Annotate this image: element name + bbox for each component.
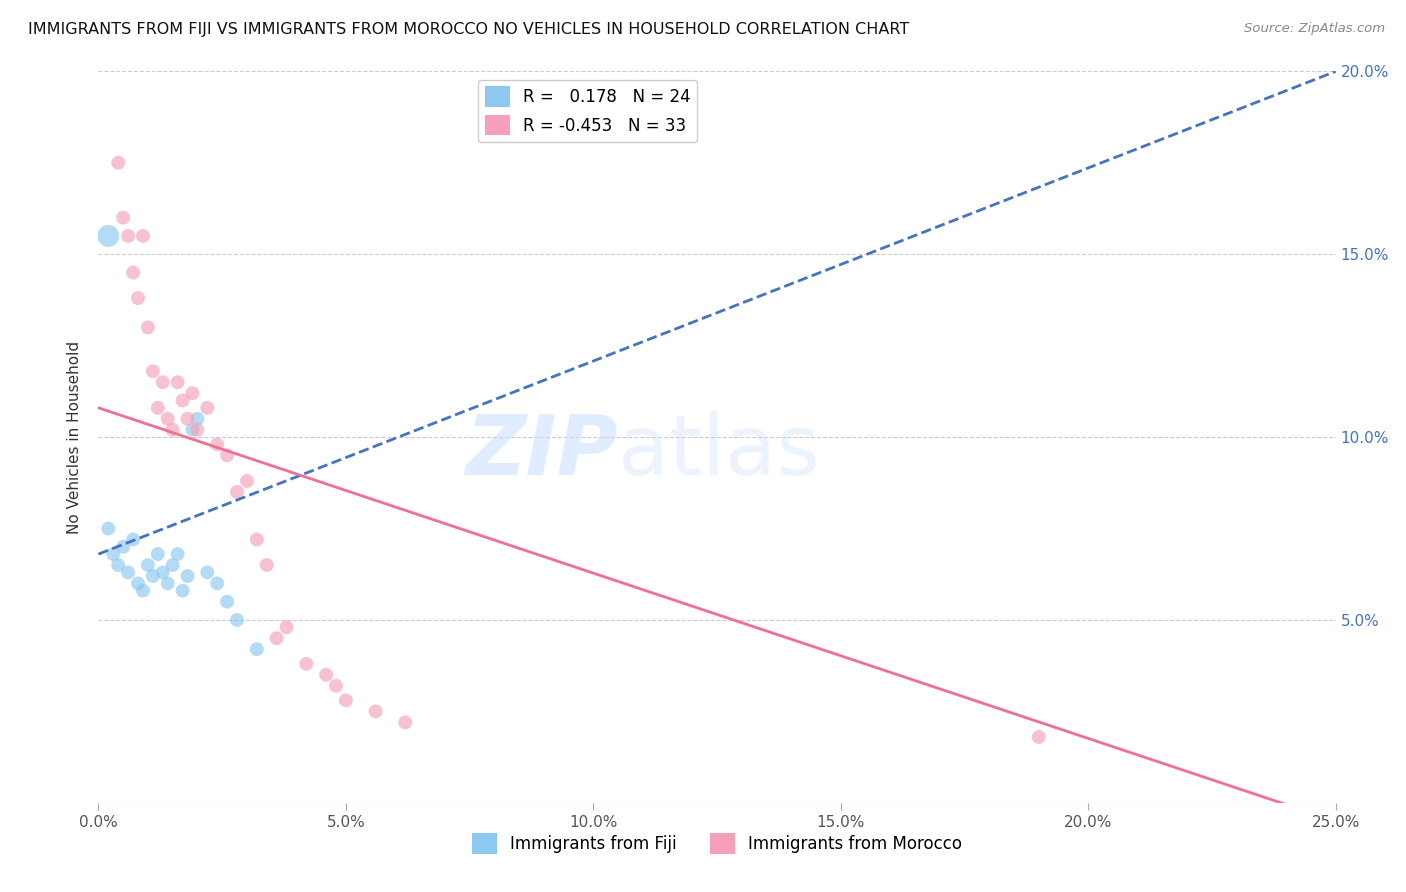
- Point: [172, 393, 194, 408]
- Point: [176, 569, 198, 583]
- Point: [1028, 730, 1050, 744]
- Legend: Immigrants from Fiji, Immigrants from Morocco: Immigrants from Fiji, Immigrants from Mo…: [465, 827, 969, 860]
- Point: [117, 566, 139, 580]
- Point: [205, 576, 228, 591]
- Point: [132, 229, 155, 244]
- Text: Source: ZipAtlas.com: Source: ZipAtlas.com: [1244, 22, 1385, 36]
- Point: [156, 412, 179, 426]
- Point: [132, 583, 155, 598]
- Point: [172, 583, 194, 598]
- Point: [152, 375, 174, 389]
- Point: [181, 423, 204, 437]
- Point: [226, 485, 249, 500]
- Point: [217, 594, 239, 608]
- Point: [176, 412, 198, 426]
- Point: [236, 474, 259, 488]
- Point: [122, 533, 145, 547]
- Y-axis label: No Vehicles in Household: No Vehicles in Household: [67, 341, 83, 533]
- Point: [205, 437, 228, 451]
- Point: [142, 364, 165, 378]
- Point: [256, 558, 278, 573]
- Point: [195, 401, 218, 415]
- Point: [186, 423, 208, 437]
- Point: [122, 266, 145, 280]
- Point: [136, 558, 159, 573]
- Point: [315, 667, 337, 681]
- Text: atlas: atlas: [619, 411, 820, 492]
- Point: [195, 566, 218, 580]
- Point: [246, 533, 269, 547]
- Text: ZIP: ZIP: [465, 411, 619, 492]
- Point: [226, 613, 249, 627]
- Point: [266, 632, 288, 646]
- Point: [166, 375, 188, 389]
- Point: [127, 291, 149, 305]
- Point: [127, 576, 149, 591]
- Point: [97, 229, 120, 244]
- Point: [181, 386, 204, 401]
- Point: [166, 547, 188, 561]
- Point: [146, 547, 169, 561]
- Point: [276, 620, 298, 634]
- Point: [295, 657, 318, 671]
- Point: [103, 547, 125, 561]
- Point: [107, 558, 129, 573]
- Point: [112, 540, 135, 554]
- Point: [246, 642, 269, 657]
- Point: [217, 448, 239, 462]
- Point: [152, 566, 174, 580]
- Point: [107, 156, 129, 170]
- Point: [136, 320, 159, 334]
- Point: [186, 412, 208, 426]
- Point: [146, 401, 169, 415]
- Point: [112, 211, 135, 225]
- Point: [117, 229, 139, 244]
- Point: [364, 705, 387, 719]
- Point: [162, 558, 184, 573]
- Point: [335, 693, 357, 707]
- Point: [156, 576, 179, 591]
- Point: [394, 715, 416, 730]
- Point: [325, 679, 347, 693]
- Point: [162, 423, 184, 437]
- Point: [142, 569, 165, 583]
- Point: [97, 521, 120, 535]
- Text: IMMIGRANTS FROM FIJI VS IMMIGRANTS FROM MOROCCO NO VEHICLES IN HOUSEHOLD CORRELA: IMMIGRANTS FROM FIJI VS IMMIGRANTS FROM …: [28, 22, 910, 37]
